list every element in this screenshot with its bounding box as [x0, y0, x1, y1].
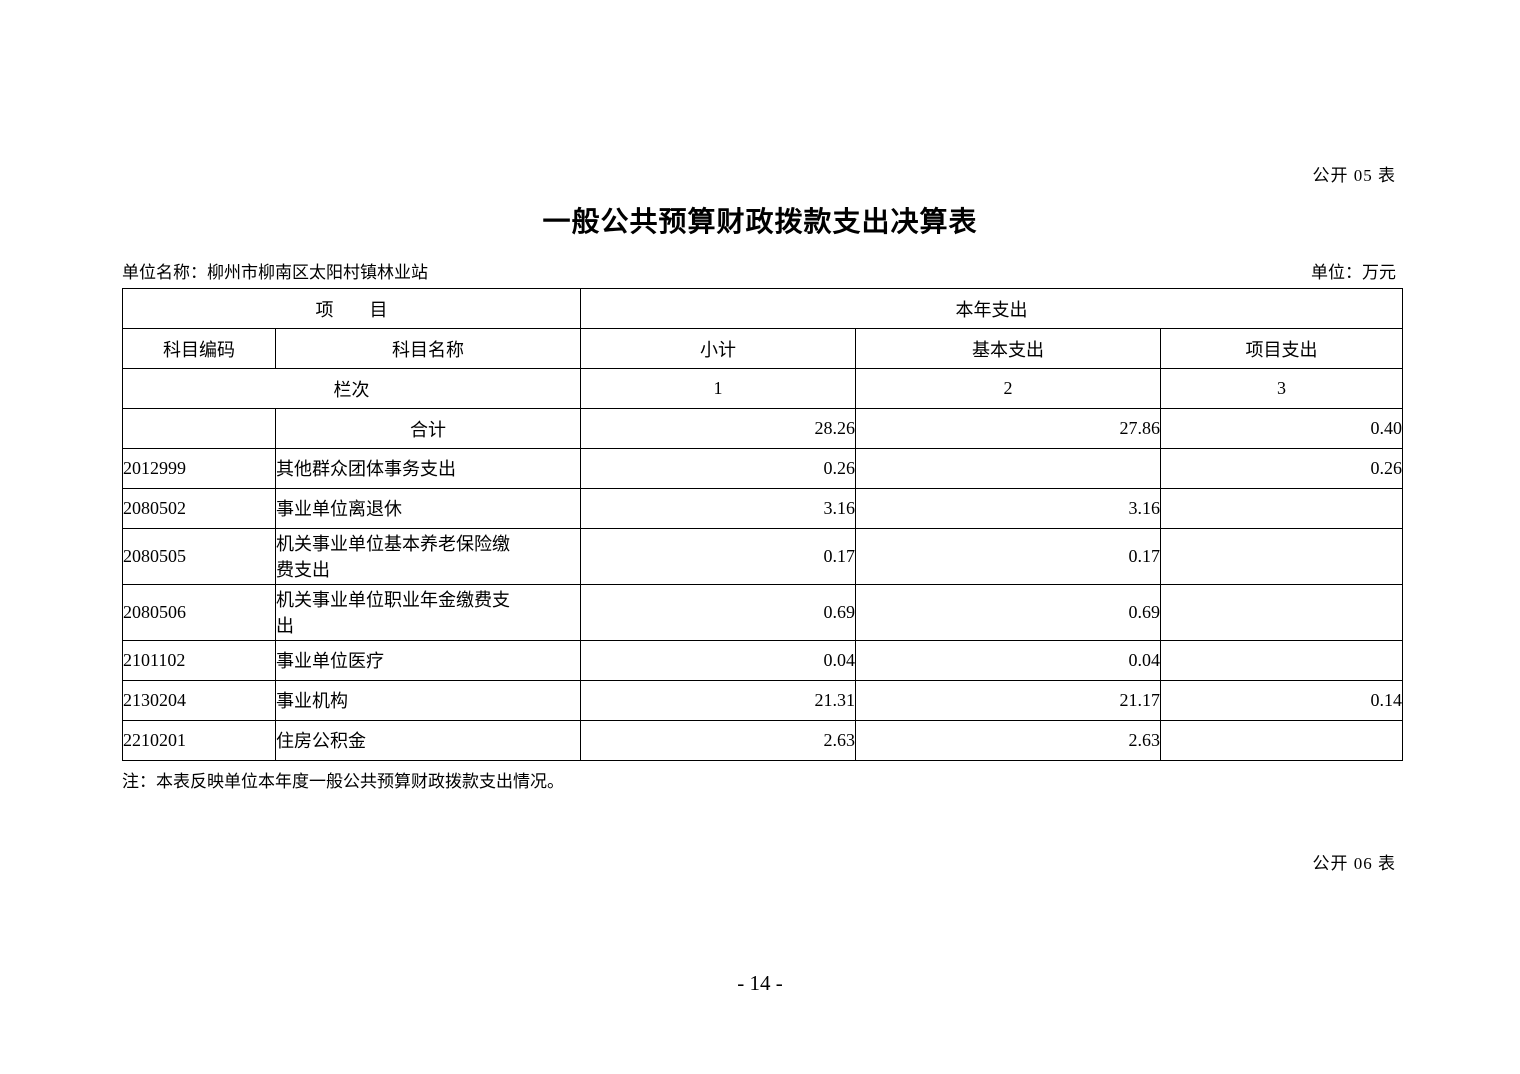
column-index-3: 3 — [1159, 368, 1404, 409]
project-expenditure-cell: 0.14 — [1159, 680, 1404, 721]
subject-name-cell: 事业单位医疗 — [275, 640, 581, 681]
subject-code-cell — [122, 408, 276, 449]
table-row: 2130204 事业机构 21.31 21.17 0.14 — [122, 680, 1404, 721]
subject-name-cell: 其他群众团体事务支出 — [275, 448, 581, 489]
header-columns-row: 科目编码 科目名称 小计 基本支出 项目支出 — [122, 328, 1404, 369]
project-expenditure-cell — [1159, 720, 1404, 761]
table-row: 2080506 机关事业单位职业年金缴费支出 0.69 0.69 — [122, 584, 1404, 641]
table-row: 2012999 其他群众团体事务支出 0.26 0.26 — [122, 448, 1404, 489]
project-expenditure-cell: 0.26 — [1159, 448, 1404, 489]
subject-code-cell: 2210201 — [122, 720, 276, 761]
subject-code-cell: 2130204 — [122, 680, 276, 721]
table-row: 2210201 住房公积金 2.63 2.63 — [122, 720, 1404, 761]
basic-expenditure-cell: 21.17 — [855, 680, 1161, 721]
column-index-label: 栏次 — [122, 368, 581, 409]
subject-code-cell: 2080502 — [122, 488, 276, 529]
subtotal-cell: 21.31 — [580, 680, 856, 721]
subtotal-cell: 28.26 — [580, 408, 856, 449]
column-index-row: 栏次 1 2 3 — [122, 368, 1404, 409]
subtotal-cell: 0.04 — [580, 640, 856, 681]
column-index-2: 2 — [855, 368, 1161, 409]
table-row-total: 合计 28.26 27.86 0.40 — [122, 408, 1404, 449]
table-row: 2080502 事业单位离退休 3.16 3.16 — [122, 488, 1404, 529]
project-expenditure-cell — [1159, 488, 1404, 529]
subtotal-cell: 0.26 — [580, 448, 856, 489]
basic-expenditure-cell: 3.16 — [855, 488, 1161, 529]
subject-code-cell: 2101102 — [122, 640, 276, 681]
subject-name-text: 事业机构 — [276, 690, 349, 711]
project-expenditure-cell — [1159, 640, 1404, 681]
basic-expenditure-cell: 0.04 — [855, 640, 1161, 681]
column-index-1: 1 — [580, 368, 856, 409]
header-current-year-expenditure-group: 本年支出 — [579, 288, 1404, 329]
project-expenditure-cell: 0.40 — [1159, 408, 1404, 449]
subtotal-cell: 0.17 — [580, 528, 856, 585]
budget-expenditure-table: 项 目 本年支出 科目编码 科目名称 小计 基本支出 项目支出 栏次 1 2 3… — [122, 288, 1404, 761]
subject-name-cell: 事业单位离退休 — [275, 488, 581, 529]
basic-expenditure-cell: 0.17 — [855, 528, 1161, 585]
basic-expenditure-cell — [855, 448, 1161, 489]
subtotal-cell: 0.69 — [580, 584, 856, 641]
header-group-row: 项 目 本年支出 — [122, 288, 1404, 329]
col-header-subject-code: 科目编码 — [122, 328, 276, 369]
basic-expenditure-cell: 0.69 — [855, 584, 1161, 641]
basic-expenditure-cell: 2.63 — [855, 720, 1161, 761]
subtotal-cell: 2.63 — [580, 720, 856, 761]
table-row: 2080505 机关事业单位基本养老保险缴费支出 0.17 0.17 — [122, 528, 1404, 585]
subject-name-text: 事业单位医疗 — [276, 650, 385, 671]
header-project-group: 项 目 — [122, 288, 581, 329]
table-row: 2101102 事业单位医疗 0.04 0.04 — [122, 640, 1404, 681]
table-code-top-label: 公开 05 表 — [1312, 166, 1396, 185]
subject-name-cell: 住房公积金 — [275, 720, 581, 761]
subject-name-text: 机关事业单位职业年金缴费支出 — [276, 589, 511, 636]
meta-row: 单位名称：柳州市柳南区太阳村镇林业站 单位：万元 — [122, 258, 1396, 283]
subject-name-cell: 机关事业单位基本养老保险缴费支出 — [275, 528, 581, 585]
project-expenditure-cell — [1159, 528, 1404, 585]
col-header-basic-expenditure: 基本支出 — [855, 328, 1161, 369]
subject-code-cell: 2080505 — [122, 528, 276, 585]
subject-name-text: 机关事业单位基本养老保险缴费支出 — [276, 533, 511, 580]
basic-expenditure-cell: 27.86 — [855, 408, 1161, 449]
col-header-project-expenditure: 项目支出 — [1159, 328, 1404, 369]
page-number: - 14 - — [737, 971, 783, 995]
subject-name-cell: 合计 — [275, 408, 581, 449]
table-note: 注：本表反映单位本年度一般公共预算财政拨款支出情况。 — [122, 772, 564, 791]
subject-name-text: 其他群众团体事务支出 — [276, 458, 457, 479]
project-expenditure-cell — [1159, 584, 1404, 641]
unit-of-measure-label: 单位：万元 — [1311, 263, 1396, 282]
subject-name-text: 事业单位离退休 — [276, 498, 403, 519]
col-header-subtotal: 小计 — [580, 328, 856, 369]
subject-name-text: 住房公积金 — [276, 730, 367, 751]
unit-name-label: 单位名称：柳州市柳南区太阳村镇林业站 — [122, 263, 428, 282]
col-header-subject-name: 科目名称 — [275, 328, 581, 369]
page-title: 一般公共预算财政拨款支出决算表 — [542, 207, 978, 238]
table-code-bottom-label: 公开 06 表 — [1312, 854, 1396, 873]
subject-code-cell: 2080506 — [122, 584, 276, 641]
subject-name-cell: 事业机构 — [275, 680, 581, 721]
subject-name-cell: 机关事业单位职业年金缴费支出 — [275, 584, 581, 641]
subtotal-cell: 3.16 — [580, 488, 856, 529]
subject-code-cell: 2012999 — [122, 448, 276, 489]
